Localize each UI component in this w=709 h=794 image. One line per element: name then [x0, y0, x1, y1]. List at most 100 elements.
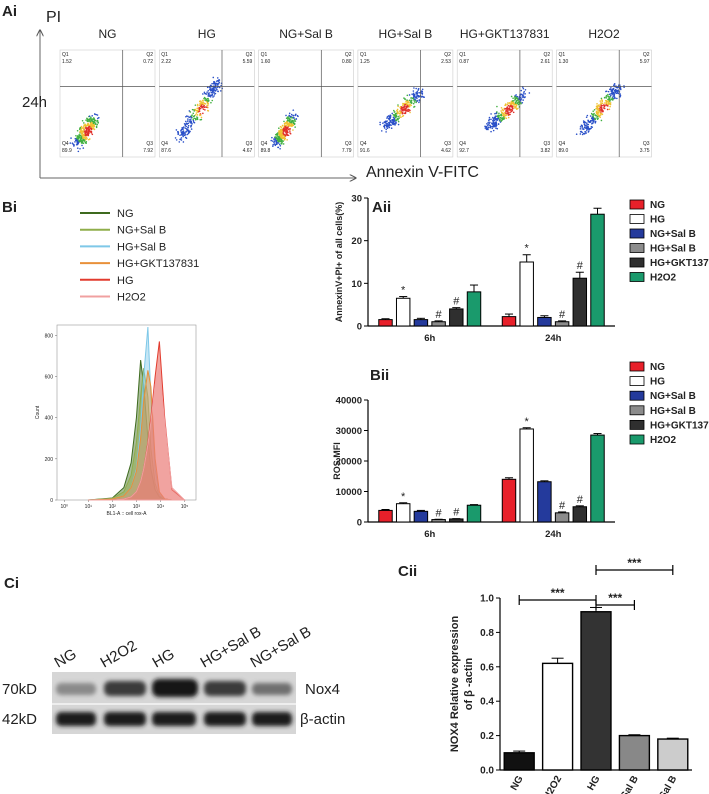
y-axis-label: Count	[35, 405, 41, 419]
flow-dot	[395, 119, 398, 122]
flow-dot	[406, 99, 408, 101]
flow-dot	[397, 118, 399, 121]
bar	[519, 428, 534, 523]
flow-dot	[79, 130, 82, 132]
flow-dot	[209, 96, 212, 98]
flow-dot	[602, 104, 604, 107]
flow-dot	[284, 130, 286, 132]
flow-dot	[283, 120, 285, 123]
flow-dot	[380, 130, 383, 132]
flow-dot	[506, 106, 509, 108]
legend-label: NG	[650, 200, 665, 211]
flow-dot	[600, 119, 603, 122]
flow-dot	[407, 110, 410, 112]
flow-dot	[180, 128, 183, 131]
flow-dot	[493, 124, 496, 127]
flow-dot	[412, 102, 415, 105]
flow-dot	[497, 117, 499, 120]
flow-dot	[211, 82, 213, 85]
flow-dot	[596, 115, 599, 118]
flow-dot	[415, 101, 418, 104]
panel-label: Ai	[2, 3, 17, 20]
panel-title: NG	[99, 27, 117, 41]
flow-dot	[186, 133, 189, 136]
flow-dot	[194, 114, 197, 116]
quadrant-value: 3.82	[540, 148, 550, 154]
flow-dot	[213, 93, 216, 95]
flow-dot	[486, 122, 488, 125]
flow-dot	[277, 135, 279, 138]
flow-dot	[291, 123, 294, 125]
flow-dot	[412, 92, 415, 95]
flow-dot	[509, 113, 511, 116]
flow-dot	[386, 127, 389, 130]
flow-dot	[390, 124, 392, 126]
flow-dot	[411, 97, 414, 100]
flow-dot	[508, 102, 510, 105]
lane-label: HG	[150, 645, 178, 671]
flow-dot	[523, 90, 526, 93]
flow-dot	[601, 102, 604, 105]
quadrant-name: Q4	[261, 141, 268, 147]
flow-dot	[86, 117, 88, 120]
flow-dot	[514, 105, 517, 108]
legend-swatch	[629, 243, 645, 253]
bar	[501, 316, 517, 327]
flow-dot	[406, 103, 409, 106]
legend-label: NG+Sal B	[117, 225, 166, 237]
flow-dot	[495, 127, 497, 129]
flow-dot	[405, 107, 407, 109]
flow-dot	[402, 109, 404, 112]
flow-dot	[608, 88, 611, 91]
flow-dot	[201, 102, 204, 105]
error-bar	[469, 284, 479, 292]
lane-label: H2O2	[98, 637, 140, 671]
flow-dot	[296, 114, 299, 117]
significance: #	[577, 260, 584, 272]
flow-dot	[607, 93, 609, 96]
y-tick-label: 600	[45, 374, 54, 380]
flow-dot	[206, 102, 209, 104]
flow-dot	[85, 140, 88, 143]
flow-dot	[83, 130, 86, 132]
flow-dot	[596, 103, 598, 105]
flow-dot	[91, 133, 94, 136]
flow-dot	[285, 121, 288, 124]
flow-dot	[75, 134, 77, 137]
flow-dot	[408, 104, 410, 106]
flow-dot	[391, 118, 393, 121]
flow-dot	[279, 125, 282, 128]
flow-dot	[501, 112, 504, 115]
flow-dot	[505, 112, 507, 115]
flow-dot	[279, 147, 281, 150]
flow-dot	[499, 119, 501, 121]
flow-dot	[90, 132, 93, 134]
flow-dot	[619, 93, 622, 95]
flow-dot	[593, 112, 595, 115]
flow-dot	[77, 150, 80, 153]
flow-dot	[86, 119, 89, 122]
flow-dot	[386, 117, 388, 119]
flow-dot	[175, 139, 178, 141]
quadrant-name: Q4	[62, 141, 69, 147]
flow-dot	[206, 97, 209, 100]
flow-dot	[278, 132, 281, 134]
flow-dot	[402, 104, 404, 107]
flow-dot	[276, 133, 279, 136]
flow-dot	[85, 138, 87, 141]
flow-dot	[213, 80, 215, 83]
flow-dot	[514, 98, 517, 101]
flow-dot	[80, 142, 83, 144]
flow-dot	[494, 112, 496, 115]
flow-dot	[290, 113, 293, 116]
flow-frame	[456, 49, 553, 158]
flow-dot	[86, 128, 89, 130]
y-tick-label: 20	[351, 236, 362, 247]
flow-dot	[505, 109, 508, 112]
flow-dot	[76, 143, 79, 146]
flow-dot	[284, 125, 286, 128]
x-tick-label: H2O2	[542, 774, 565, 794]
flow-dot	[87, 134, 89, 137]
